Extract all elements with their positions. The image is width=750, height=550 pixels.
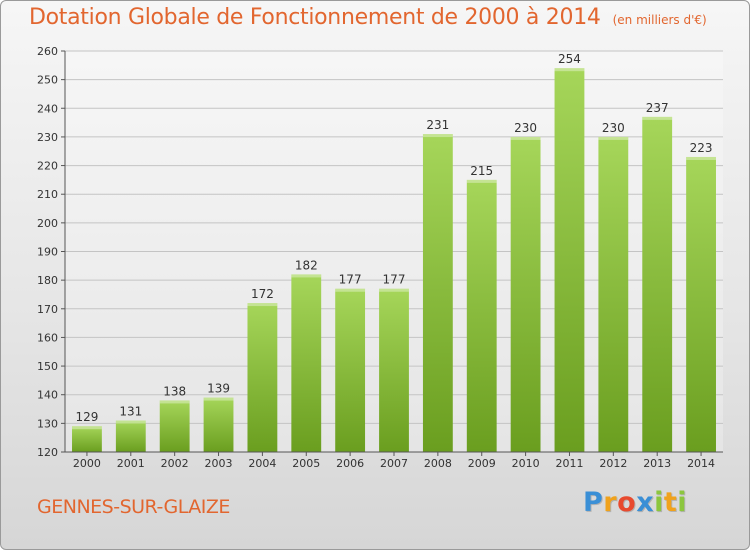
bar-highlight-2004 <box>247 303 278 307</box>
chart-subtitle: (en milliers d'€) <box>612 13 707 27</box>
bar-2010 <box>510 136 541 452</box>
bar-2003 <box>203 397 234 452</box>
x-tick-label-2002: 2002 <box>161 457 189 470</box>
bar-highlight-2008 <box>422 134 453 138</box>
proxiti-logo[interactable]: Proxiti <box>583 487 687 518</box>
data-label-2005: 182 <box>295 258 318 272</box>
data-label-2009: 215 <box>470 164 493 178</box>
x-tick-label-2011: 2011 <box>555 457 583 470</box>
bar-2006 <box>335 288 366 452</box>
bar-highlight-2007 <box>379 288 409 292</box>
bar-2000 <box>72 426 102 452</box>
chart-title-text: Dotation Globale de Fonctionnement de 20… <box>29 5 601 30</box>
data-label-2000: 129 <box>75 410 98 424</box>
bar-highlight-2014 <box>686 156 716 160</box>
bar-2013 <box>642 116 673 452</box>
bar-highlight-2000 <box>72 426 102 430</box>
bar-highlight-2013 <box>642 116 673 120</box>
bar-highlight-2005 <box>291 274 322 278</box>
y-tick-label: 140 <box>37 389 58 402</box>
data-label-2013: 237 <box>646 101 669 115</box>
data-label-2014: 223 <box>690 141 713 155</box>
bar-highlight-2002 <box>159 400 190 404</box>
bar-2004 <box>247 303 278 452</box>
bar-2007 <box>379 288 409 452</box>
bar-highlight-2010 <box>510 136 541 140</box>
axes: 120 130 140 150 160 170 180 190 200 210 220 230 240 2… <box>37 45 723 470</box>
y-tick-label: 260 <box>37 45 58 58</box>
y-tick-label: 210 <box>37 188 58 201</box>
x-tick-label-2013: 2013 <box>643 457 671 470</box>
y-tick-label: 170 <box>37 303 58 316</box>
y-tick-label: 150 <box>37 360 58 373</box>
data-label-2012: 230 <box>602 121 625 135</box>
data-label-2010: 230 <box>514 121 537 135</box>
x-tick-label-2010: 2010 <box>512 457 540 470</box>
x-tick-label-2001: 2001 <box>117 457 145 470</box>
logo-letter: t <box>663 487 678 518</box>
bar-highlight-2009 <box>466 179 497 183</box>
y-tick-label: 240 <box>37 102 58 115</box>
y-tick-label: 130 <box>37 417 58 430</box>
x-tick-label-2003: 2003 <box>205 457 233 470</box>
data-label-2004: 172 <box>251 287 274 301</box>
bar-2012 <box>598 136 629 452</box>
data-label-2011: 254 <box>558 52 581 66</box>
x-tick-label-2005: 2005 <box>292 457 320 470</box>
logo-letter: i <box>654 487 664 518</box>
data-label-2003: 139 <box>207 382 230 396</box>
bar-2014 <box>686 156 716 452</box>
data-label-2006: 177 <box>339 273 362 287</box>
commune-name: GENNES-SUR-GLAIZE <box>37 496 230 518</box>
bar-highlight-2001 <box>115 420 146 424</box>
y-tick-label: 190 <box>37 246 58 259</box>
x-tick-label-2014: 2014 <box>687 457 715 470</box>
bar-highlight-2006 <box>335 288 366 292</box>
y-tick-label: 220 <box>37 160 58 173</box>
logo-letter: i <box>677 487 688 518</box>
x-tick-label-2009: 2009 <box>468 457 496 470</box>
x-tick-label-2000: 2000 <box>73 457 101 470</box>
y-tick-label: 120 <box>37 446 58 459</box>
bars: 129 131 138 139 172 182 177 177 231 215 230 254 230 2… <box>72 52 716 453</box>
y-tick-label: 180 <box>37 274 58 287</box>
chart-title: Dotation Globale de Fonctionnement de 20… <box>29 5 707 30</box>
logo-letter: o <box>617 487 637 518</box>
x-tick-label-2004: 2004 <box>248 457 276 470</box>
bar-2008 <box>422 134 453 453</box>
x-tick-label-2006: 2006 <box>336 457 364 470</box>
data-label-2008: 231 <box>426 118 449 132</box>
bar-2011 <box>554 68 585 452</box>
bar-2009 <box>466 179 497 452</box>
bar-2002 <box>159 400 190 452</box>
x-tick-label-2007: 2007 <box>380 457 408 470</box>
bar-2001 <box>115 420 146 452</box>
bar-highlight-2011 <box>554 68 585 72</box>
y-tick-label: 200 <box>37 217 58 230</box>
x-tick-label-2012: 2012 <box>599 457 627 470</box>
logo-letter: P <box>583 487 604 518</box>
bar-highlight-2012 <box>598 136 629 140</box>
logo-letter: r <box>603 487 618 518</box>
bar-2005 <box>291 274 322 452</box>
bar-highlight-2003 <box>203 397 234 401</box>
y-tick-label: 160 <box>37 331 58 344</box>
y-tick-label: 230 <box>37 131 58 144</box>
data-label-2001: 131 <box>119 404 142 418</box>
x-tick-label-2008: 2008 <box>424 457 452 470</box>
data-label-2002: 138 <box>163 384 186 398</box>
y-tick-label: 250 <box>37 74 58 87</box>
data-label-2007: 177 <box>383 273 406 287</box>
logo-letter: x <box>636 487 655 518</box>
